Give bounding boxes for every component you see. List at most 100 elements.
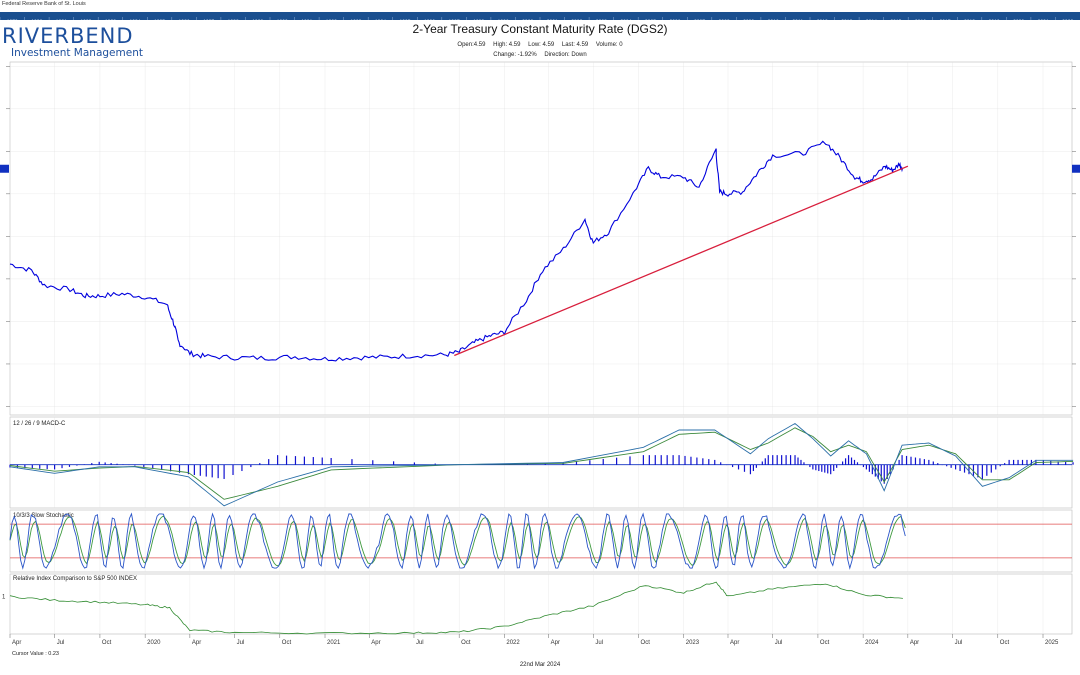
macd-histogram-bar (821, 464, 823, 472)
macd-histogram-bar (54, 464, 56, 470)
macd-histogram-bar (794, 455, 796, 465)
macd-histogram-bar (434, 463, 436, 465)
macd-histogram-bar (294, 456, 297, 465)
panel-frame (9, 573, 1073, 635)
year-label: 2017 (939, 19, 950, 20)
logo-name: RIVERBEND (2, 24, 134, 48)
macd-histogram-bar (187, 464, 190, 475)
year-label: 2007 (694, 19, 705, 20)
year-label: 1988 (228, 19, 239, 20)
x-tick-label: Oct (1000, 640, 1010, 646)
last-value: Last: 4.59 (561, 42, 589, 48)
macd-histogram-bar (815, 464, 817, 471)
macd-histogram-bar (285, 455, 288, 465)
price-line (9, 140, 904, 362)
macd-histogram-bar (963, 464, 966, 473)
macd-histogram-bar (824, 464, 826, 473)
x-tick-label: Jul (955, 640, 963, 646)
macd-histogram-bar (61, 464, 63, 469)
macd-histogram-bar (749, 464, 752, 475)
macd-histogram-bar (321, 457, 323, 465)
macd-histogram-bar (205, 464, 207, 477)
macd-histogram-bar (161, 464, 163, 470)
macd-histogram-bar (1017, 459, 1019, 465)
last-value-marker (0, 164, 9, 173)
macd-histogram-bar (68, 464, 71, 467)
macd-histogram-bar (883, 464, 885, 484)
year-navigator-bar[interactable]: 1979 1980 1981 1982 1983 1984 1985 1986 1987 1988… (0, 12, 1080, 20)
macd-histogram-bar (853, 459, 856, 465)
macd-histogram-bar (955, 464, 957, 470)
x-tick-label: Oct (641, 640, 651, 646)
x-tick-label: Jul (775, 640, 783, 646)
year-label: 2015 (890, 19, 901, 20)
year-label: 2005 (645, 19, 656, 20)
macd-histogram-bar (923, 459, 925, 465)
macd-histogram-bar (268, 459, 270, 465)
relative-y-label: 1 (2, 595, 6, 601)
macd-histogram-bar (696, 457, 698, 465)
logo: RIVERBEND Investment Management (2, 25, 143, 59)
x-tick-label: Jul (57, 640, 65, 646)
current-date: 22nd Mar 2024 (519, 662, 561, 668)
macd-histogram-bar (755, 464, 757, 468)
macd-histogram-bar (898, 459, 900, 465)
macd-histogram-bar (672, 455, 674, 465)
x-tick-label: Jul (595, 640, 603, 646)
volume-value: Volume: 0 (595, 42, 623, 48)
macd-histogram-bar (110, 463, 112, 465)
macd-histogram-bar (1057, 461, 1059, 465)
macd-histogram-bar (143, 464, 145, 468)
year-label: 1981 (56, 19, 67, 20)
macd-histogram-bar (959, 464, 961, 472)
macd-histogram-bar (809, 464, 811, 468)
macd-histogram-bar (372, 460, 374, 465)
macd-histogram-bar (905, 455, 908, 465)
year-label: 2003 (596, 19, 607, 20)
macd-histogram-bar (250, 464, 252, 468)
macd-histogram-bar (708, 459, 710, 465)
x-tick-label: Apr (730, 640, 739, 646)
year-label: 1997 (449, 19, 460, 20)
macd-histogram-bar (91, 463, 93, 465)
macd-histogram-bar (871, 464, 873, 475)
macd-histogram-bar (886, 464, 888, 479)
macd-histogram-bar (413, 462, 416, 465)
macd-histogram-bar (690, 456, 692, 465)
macd-histogram-bar (98, 461, 100, 465)
macd-histogram-bar (351, 459, 353, 465)
macd-histogram-bar (752, 464, 754, 472)
macd-histogram-bar (844, 458, 847, 465)
macd-histogram-bar (928, 459, 930, 465)
macd-histogram-bar (31, 464, 33, 469)
macd-line (9, 422, 1074, 507)
macd-histogram-bar (889, 464, 891, 475)
year-label: 1987 (203, 19, 214, 20)
year-label: 1993 (350, 19, 361, 20)
direction-value: Direction: Down (544, 52, 587, 58)
open-value: Open:4.59 (457, 42, 486, 48)
relative-index-line (9, 581, 903, 635)
year-label: 1999 (498, 19, 509, 20)
year-label: 1990 (277, 19, 288, 20)
year-label: 2008 (719, 19, 730, 20)
year-label: 2018 (964, 19, 975, 20)
x-tick-label: Apr (551, 640, 560, 646)
x-tick-label: Oct (102, 640, 112, 646)
macd-histogram-bar (24, 464, 26, 469)
macd-histogram-bar (178, 464, 181, 473)
year-label: 1986 (179, 19, 190, 20)
macd-histogram-bar (575, 461, 578, 465)
year-label: 1995 (399, 19, 410, 20)
year-label: 1982 (80, 19, 91, 20)
macd-histogram-bar (972, 464, 975, 476)
macd-histogram-bar (602, 458, 604, 465)
x-tick-label: Jul (237, 640, 245, 646)
ohlc-stats: Open:4.59 High: 4.59 Low: 4.59 Last: 4.5… (0, 42, 1080, 48)
macd-histogram-bar (629, 456, 631, 465)
macd-histogram-bar (9, 464, 11, 468)
year-label: 1992 (326, 19, 337, 20)
macd-title: 12 / 26 / 9 MACD-C (13, 421, 66, 427)
x-tick-label: Oct (282, 640, 292, 646)
